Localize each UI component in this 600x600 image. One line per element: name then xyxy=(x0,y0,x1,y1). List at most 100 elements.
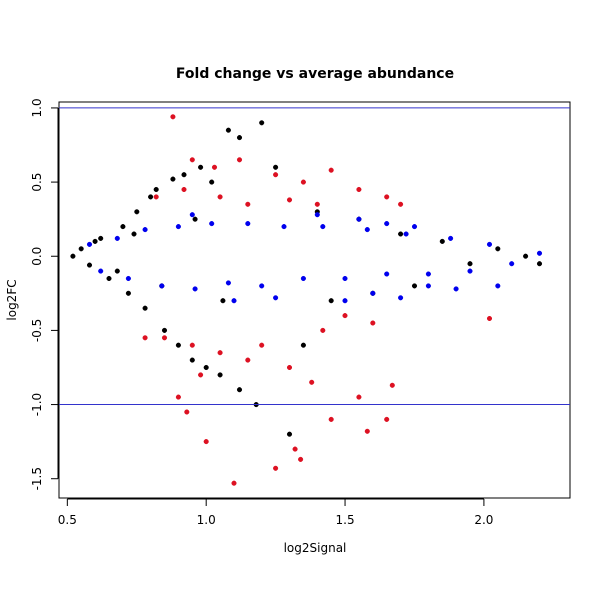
data-point xyxy=(92,238,98,244)
data-point xyxy=(328,298,334,304)
y-tick-label: 0.0 xyxy=(30,247,44,266)
data-point xyxy=(273,164,279,170)
data-point xyxy=(198,164,204,170)
data-point xyxy=(181,172,187,178)
data-point xyxy=(203,439,209,445)
data-point xyxy=(486,315,493,322)
data-point xyxy=(259,342,265,348)
data-point xyxy=(273,172,279,178)
data-point xyxy=(398,201,404,207)
x-axis-label: log2Signal xyxy=(284,541,347,555)
data-point xyxy=(142,335,148,341)
data-point xyxy=(486,241,493,247)
data-point xyxy=(495,283,501,289)
y-tick-label: -0.5 xyxy=(30,319,44,342)
data-point xyxy=(356,216,362,222)
y-tick-label: 1.0 xyxy=(30,98,44,117)
data-point xyxy=(425,271,431,277)
chart-title: Fold change vs average abundance xyxy=(176,66,454,82)
data-point xyxy=(467,261,473,267)
data-point xyxy=(453,286,459,292)
y-tick-label: -1.0 xyxy=(30,393,44,416)
data-point xyxy=(286,364,293,371)
data-point xyxy=(384,416,390,422)
x-axis: 0.5 1.0 1.5 2.0 xyxy=(58,498,493,527)
data-point xyxy=(236,387,243,393)
data-point xyxy=(198,372,204,378)
y-axis: -1.5 -1.0 -0.5 0.0 0.5 1.0 xyxy=(30,98,59,490)
data-point xyxy=(286,431,293,437)
data-point xyxy=(192,216,198,222)
data-point xyxy=(225,280,231,286)
data-point xyxy=(189,357,195,363)
data-point xyxy=(159,283,165,289)
data-point xyxy=(259,283,265,289)
data-point xyxy=(245,357,251,363)
data-point xyxy=(125,290,131,296)
data-point xyxy=(236,135,243,141)
data-point xyxy=(467,268,473,274)
data-point xyxy=(384,271,390,277)
y-tick-label: -1.5 xyxy=(30,467,44,490)
data-point xyxy=(131,231,137,237)
data-point xyxy=(389,382,395,388)
data-point xyxy=(78,246,84,252)
data-point xyxy=(142,227,148,233)
data-point xyxy=(209,179,215,185)
data-point xyxy=(114,235,120,241)
data-point xyxy=(411,283,418,289)
x-tick-label: 2.0 xyxy=(474,513,493,527)
data-point xyxy=(298,456,304,462)
data-point xyxy=(98,268,104,274)
data-point xyxy=(495,246,501,252)
data-point xyxy=(153,194,159,200)
data-point xyxy=(170,114,176,120)
data-point xyxy=(189,342,195,348)
data-point xyxy=(245,201,251,207)
data-point xyxy=(211,164,218,170)
data-point xyxy=(225,127,231,133)
data-point xyxy=(98,235,104,241)
data-point xyxy=(328,167,334,173)
data-point xyxy=(398,295,404,301)
data-point xyxy=(425,283,431,289)
data-point xyxy=(292,446,298,452)
data-point xyxy=(356,186,362,193)
data-point xyxy=(70,253,76,259)
data-point xyxy=(231,480,237,486)
data-point xyxy=(370,320,376,326)
data-point xyxy=(86,241,93,247)
x-tick-label: 1.0 xyxy=(197,513,216,527)
data-point xyxy=(259,120,265,126)
data-point xyxy=(175,342,181,348)
data-point xyxy=(411,224,418,230)
data-point xyxy=(314,212,320,218)
data-point xyxy=(320,224,326,230)
data-point xyxy=(364,428,370,434)
data-point xyxy=(161,335,168,341)
data-point xyxy=(175,394,181,400)
data-point xyxy=(370,290,376,296)
data-point xyxy=(356,394,362,400)
data-point xyxy=(217,350,223,356)
data-point xyxy=(300,275,306,282)
data-point xyxy=(364,227,370,233)
y-tick-label: 0.5 xyxy=(30,173,44,192)
data-point xyxy=(320,327,326,333)
data-point xyxy=(106,275,112,282)
data-point xyxy=(184,409,190,415)
data-point xyxy=(217,194,223,200)
data-point xyxy=(509,261,515,267)
data-point xyxy=(403,231,409,237)
data-point xyxy=(170,176,176,182)
data-point xyxy=(161,327,168,333)
data-point xyxy=(439,238,445,244)
x-tick-label: 1.5 xyxy=(336,513,355,527)
data-point xyxy=(189,157,195,163)
data-point xyxy=(217,372,223,378)
data-points xyxy=(70,114,543,486)
data-point xyxy=(536,261,543,267)
reference-lines xyxy=(59,107,570,406)
data-point xyxy=(300,179,306,185)
